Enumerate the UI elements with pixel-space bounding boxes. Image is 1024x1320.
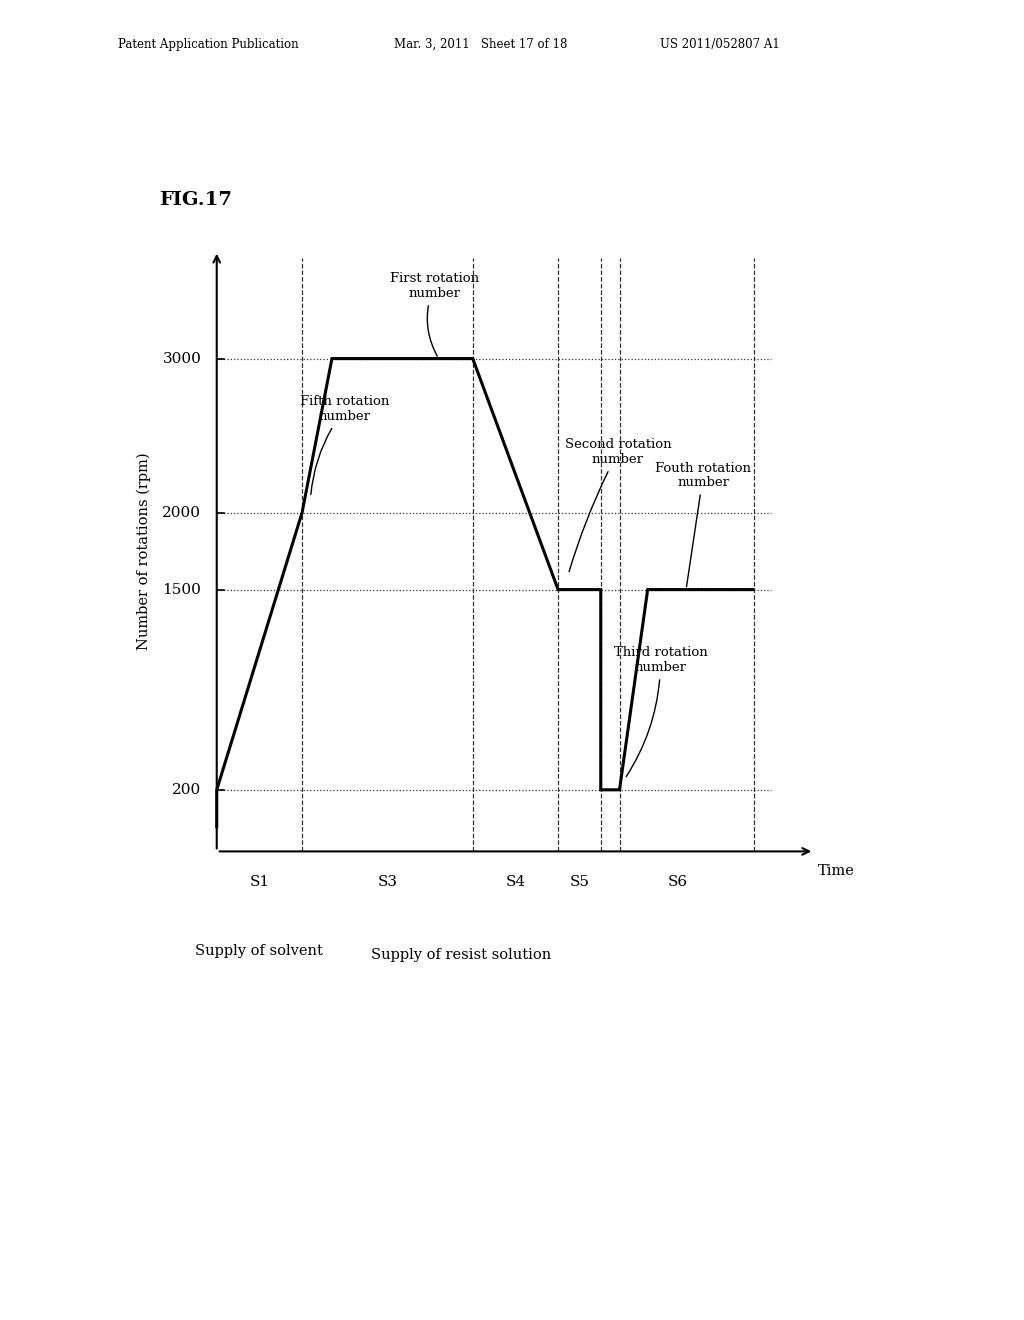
Text: Fifth rotation
number: Fifth rotation number — [300, 395, 389, 495]
Text: Supply of solvent: Supply of solvent — [196, 945, 324, 958]
Text: S4: S4 — [506, 875, 525, 890]
Text: 1500: 1500 — [163, 582, 202, 597]
Text: 3000: 3000 — [163, 351, 202, 366]
Text: First rotation
number: First rotation number — [390, 272, 479, 356]
Text: S3: S3 — [378, 875, 397, 890]
Text: S1: S1 — [250, 875, 269, 890]
Text: Third rotation
number: Third rotation number — [613, 647, 708, 776]
Text: S5: S5 — [569, 875, 590, 890]
Text: S6: S6 — [668, 875, 687, 890]
Text: Number of rotations (rpm): Number of rotations (rpm) — [137, 453, 152, 649]
Text: 200: 200 — [172, 783, 202, 797]
Text: US 2011/052807 A1: US 2011/052807 A1 — [660, 37, 780, 50]
Text: Fouth rotation
number: Fouth rotation number — [655, 462, 752, 587]
Text: Supply of resist solution: Supply of resist solution — [371, 948, 551, 961]
Text: Time: Time — [818, 863, 855, 878]
Text: Second rotation
number: Second rotation number — [564, 438, 671, 572]
Text: FIG.17: FIG.17 — [159, 190, 231, 209]
Text: Patent Application Publication: Patent Application Publication — [118, 37, 298, 50]
Text: 2000: 2000 — [163, 506, 202, 520]
Text: Mar. 3, 2011   Sheet 17 of 18: Mar. 3, 2011 Sheet 17 of 18 — [394, 37, 567, 50]
